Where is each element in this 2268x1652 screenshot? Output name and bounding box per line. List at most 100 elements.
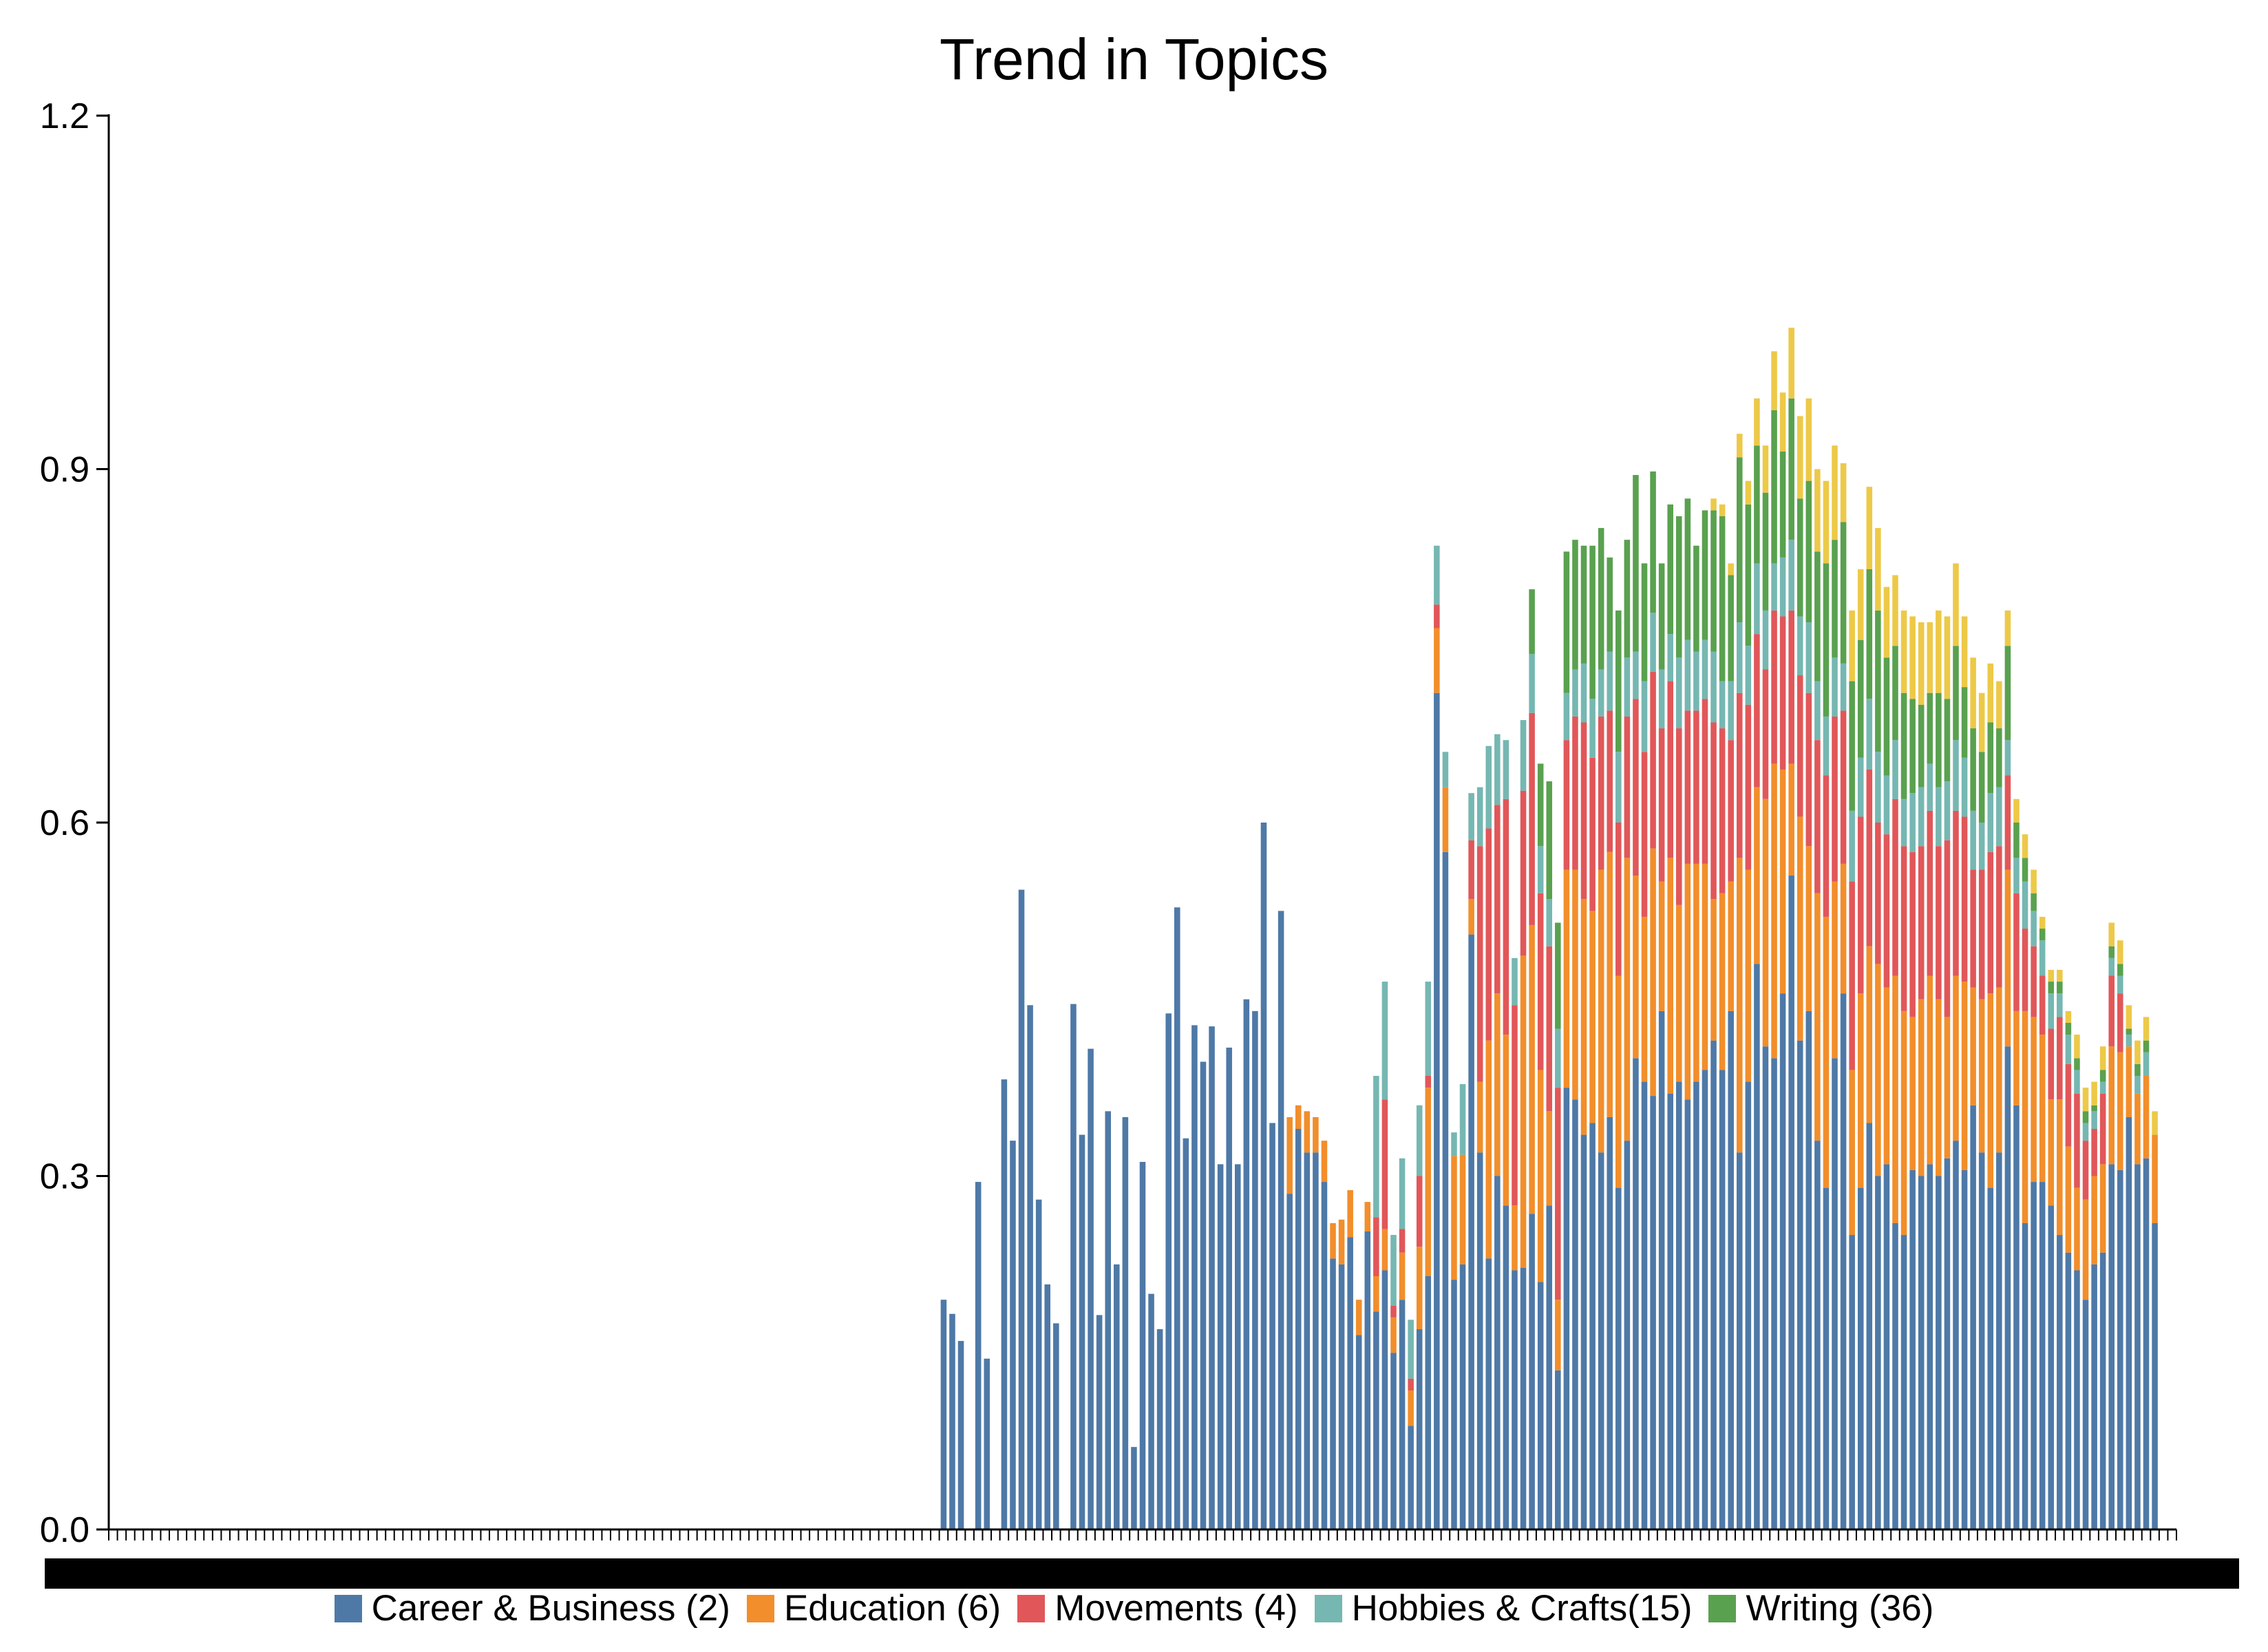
bar-segment-s0-i61 [1468, 934, 1474, 1529]
legend-swatch [746, 1594, 774, 1622]
bar-segment-s1-i135 [2108, 1046, 2115, 1165]
bar-segment-s0-i60 [1459, 1264, 1466, 1530]
bar-segment-s3-i76 [1598, 669, 1604, 717]
bar-segment-s5-i134 [2099, 1046, 2106, 1070]
bar-segment-s0-i125 [2022, 1222, 2028, 1529]
bar-segment-s1-i86 [1684, 863, 1691, 1100]
bar-segment-s4-i94 [1754, 445, 1760, 564]
bar-segment-s2-i134 [2099, 1093, 2106, 1165]
bar-segment-s2-i84 [1667, 681, 1673, 858]
bar-segment-s0-i78 [1615, 1187, 1622, 1529]
bar-segment-s2-i56 [1425, 1076, 1432, 1088]
legend-label: Movements (4) [1054, 1588, 1298, 1629]
bar-segment-s1-i72 [1563, 869, 1570, 1088]
bar-segment-s3-i99 [1797, 616, 1803, 676]
bar-segment-s2-i88 [1702, 699, 1708, 864]
bar-segment-s0-i26 [1165, 1013, 1172, 1529]
bar-segment-s0-i55 [1416, 1329, 1423, 1529]
bar-segment-s1-i111 [1900, 1010, 1907, 1236]
bar-segment-s1-i140 [2152, 1134, 2158, 1223]
bar-segment-s5-i96 [1771, 351, 1777, 410]
bar-segment-s4-i113 [1918, 704, 1925, 787]
bar-segment-s3-i62 [1476, 787, 1483, 847]
bar-segment-s4-i123 [2004, 646, 2011, 741]
bar-segment-s3-i80 [1633, 651, 1639, 699]
bar-segment-s5-i101 [1814, 469, 1821, 552]
bar-segment-s2-i69 [1537, 893, 1544, 1070]
bar-segment-s2-i87 [1693, 710, 1699, 864]
bar-segment-s0-i27 [1174, 907, 1180, 1529]
bar-segment-s3-i89 [1710, 651, 1717, 723]
bar-segment-s3-i83 [1658, 669, 1665, 729]
bar-segment-s0-i51 [1381, 1270, 1388, 1529]
bar-segment-s1-i105 [1849, 1070, 1855, 1236]
chart-title: Trend in Topics [940, 27, 1328, 92]
bar-segment-s0-i118 [1961, 1169, 1968, 1529]
bar-segment-s2-i92 [1736, 692, 1743, 858]
bar-segment-s2-i79 [1624, 716, 1631, 858]
bar-segment-s4-i130 [2065, 1022, 2072, 1035]
bar-segment-s2-i78 [1615, 823, 1622, 976]
bar-segment-s3-i129 [2057, 993, 2063, 1017]
bar-segment-s0-i28 [1183, 1138, 1189, 1529]
y-tick-label: 0.0 [40, 1510, 89, 1550]
bar-segment-s1-i92 [1736, 858, 1743, 1153]
bar-segment-s2-i117 [1953, 810, 1959, 976]
bar-segment-s4-i74 [1580, 545, 1587, 664]
bar-segment-s0-i5 [984, 1358, 990, 1529]
bar-segment-s2-i107 [1866, 769, 1873, 946]
bar-segment-s2-i135 [2108, 975, 2115, 1047]
bar-segment-s3-i112 [1909, 793, 1916, 852]
bar-segment-s1-i41 [1295, 1105, 1302, 1130]
bar-segment-s3-i86 [1684, 639, 1691, 711]
bar-segment-s5-i109 [1883, 586, 1890, 658]
bar-segment-s2-i73 [1572, 716, 1578, 870]
y-tick-label: 1.2 [40, 96, 89, 136]
bar-segment-s2-i122 [1996, 846, 2002, 988]
bar-segment-s4-i136 [2117, 964, 2123, 976]
bar-segment-s4-i92 [1736, 457, 1743, 623]
bar-segment-s4-i126 [2031, 893, 2037, 911]
bar-segment-s1-i61 [1468, 899, 1474, 935]
legend-swatch [1708, 1594, 1737, 1622]
bar-segment-s1-i108 [1875, 964, 1881, 1176]
bar-segment-s0-i24 [1148, 1293, 1154, 1529]
bar-segment-s5-i138 [2134, 1040, 2141, 1064]
bar-segment-s5-i131 [2074, 1035, 2080, 1059]
bar-segment-s5-i111 [1900, 610, 1907, 693]
bar-segment-s4-i96 [1771, 410, 1777, 564]
bar-segment-s0-i69 [1537, 1282, 1544, 1529]
bar-segment-s0-i66 [1512, 1270, 1518, 1529]
bar-segment-s3-i133 [2091, 1111, 2097, 1130]
bar-segment-s2-i129 [2057, 1017, 2063, 1100]
bar-segment-s0-i70 [1546, 1205, 1553, 1529]
bar-segment-s2-i125 [2022, 929, 2028, 1011]
bar-segment-s1-i115 [1936, 999, 1942, 1176]
bar-segment-s4-i72 [1563, 551, 1570, 693]
bar-segment-s5-i107 [1866, 487, 1873, 569]
bar-segment-s3-i102 [1823, 716, 1830, 776]
bar-segment-s1-i122 [1996, 987, 2002, 1153]
y-tick-label: 0.6 [40, 803, 89, 843]
bar-segment-s0-i119 [1970, 1105, 1976, 1529]
bar-segment-s2-i50 [1373, 1217, 1379, 1276]
bar-segment-s1-i48 [1355, 1300, 1362, 1335]
bar-segment-s1-i83 [1658, 881, 1665, 1011]
bar-segment-s0-i39 [1278, 911, 1284, 1530]
bar-segment-s0-i90 [1719, 1070, 1726, 1529]
bar-segment-s5-i95 [1762, 445, 1769, 493]
bar-segment-s1-i45 [1330, 1222, 1336, 1259]
bar-segment-s5-i136 [2117, 940, 2123, 964]
bar-segment-s5-i103 [1832, 445, 1838, 540]
bar-segment-s4-i124 [2013, 823, 2020, 858]
bar-segment-s3-i55 [1416, 1105, 1423, 1176]
bar-segment-s0-i133 [2091, 1264, 2097, 1530]
bar-segment-s0-i43 [1313, 1152, 1319, 1529]
bar-segment-s2-i54 [1408, 1378, 1414, 1391]
bar-segment-s3-i52 [1390, 1235, 1397, 1306]
bar-segment-s1-i78 [1615, 975, 1622, 1188]
bar-segment-s5-i133 [2091, 1081, 2097, 1105]
bar-segment-s1-i96 [1771, 763, 1777, 1059]
bar-segment-s0-i37 [1260, 823, 1267, 1529]
